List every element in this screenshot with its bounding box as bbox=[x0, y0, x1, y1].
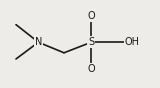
Text: O: O bbox=[87, 11, 95, 21]
Text: O: O bbox=[87, 64, 95, 74]
Text: OH: OH bbox=[125, 37, 140, 47]
Text: S: S bbox=[88, 37, 94, 47]
Text: N: N bbox=[35, 37, 42, 47]
